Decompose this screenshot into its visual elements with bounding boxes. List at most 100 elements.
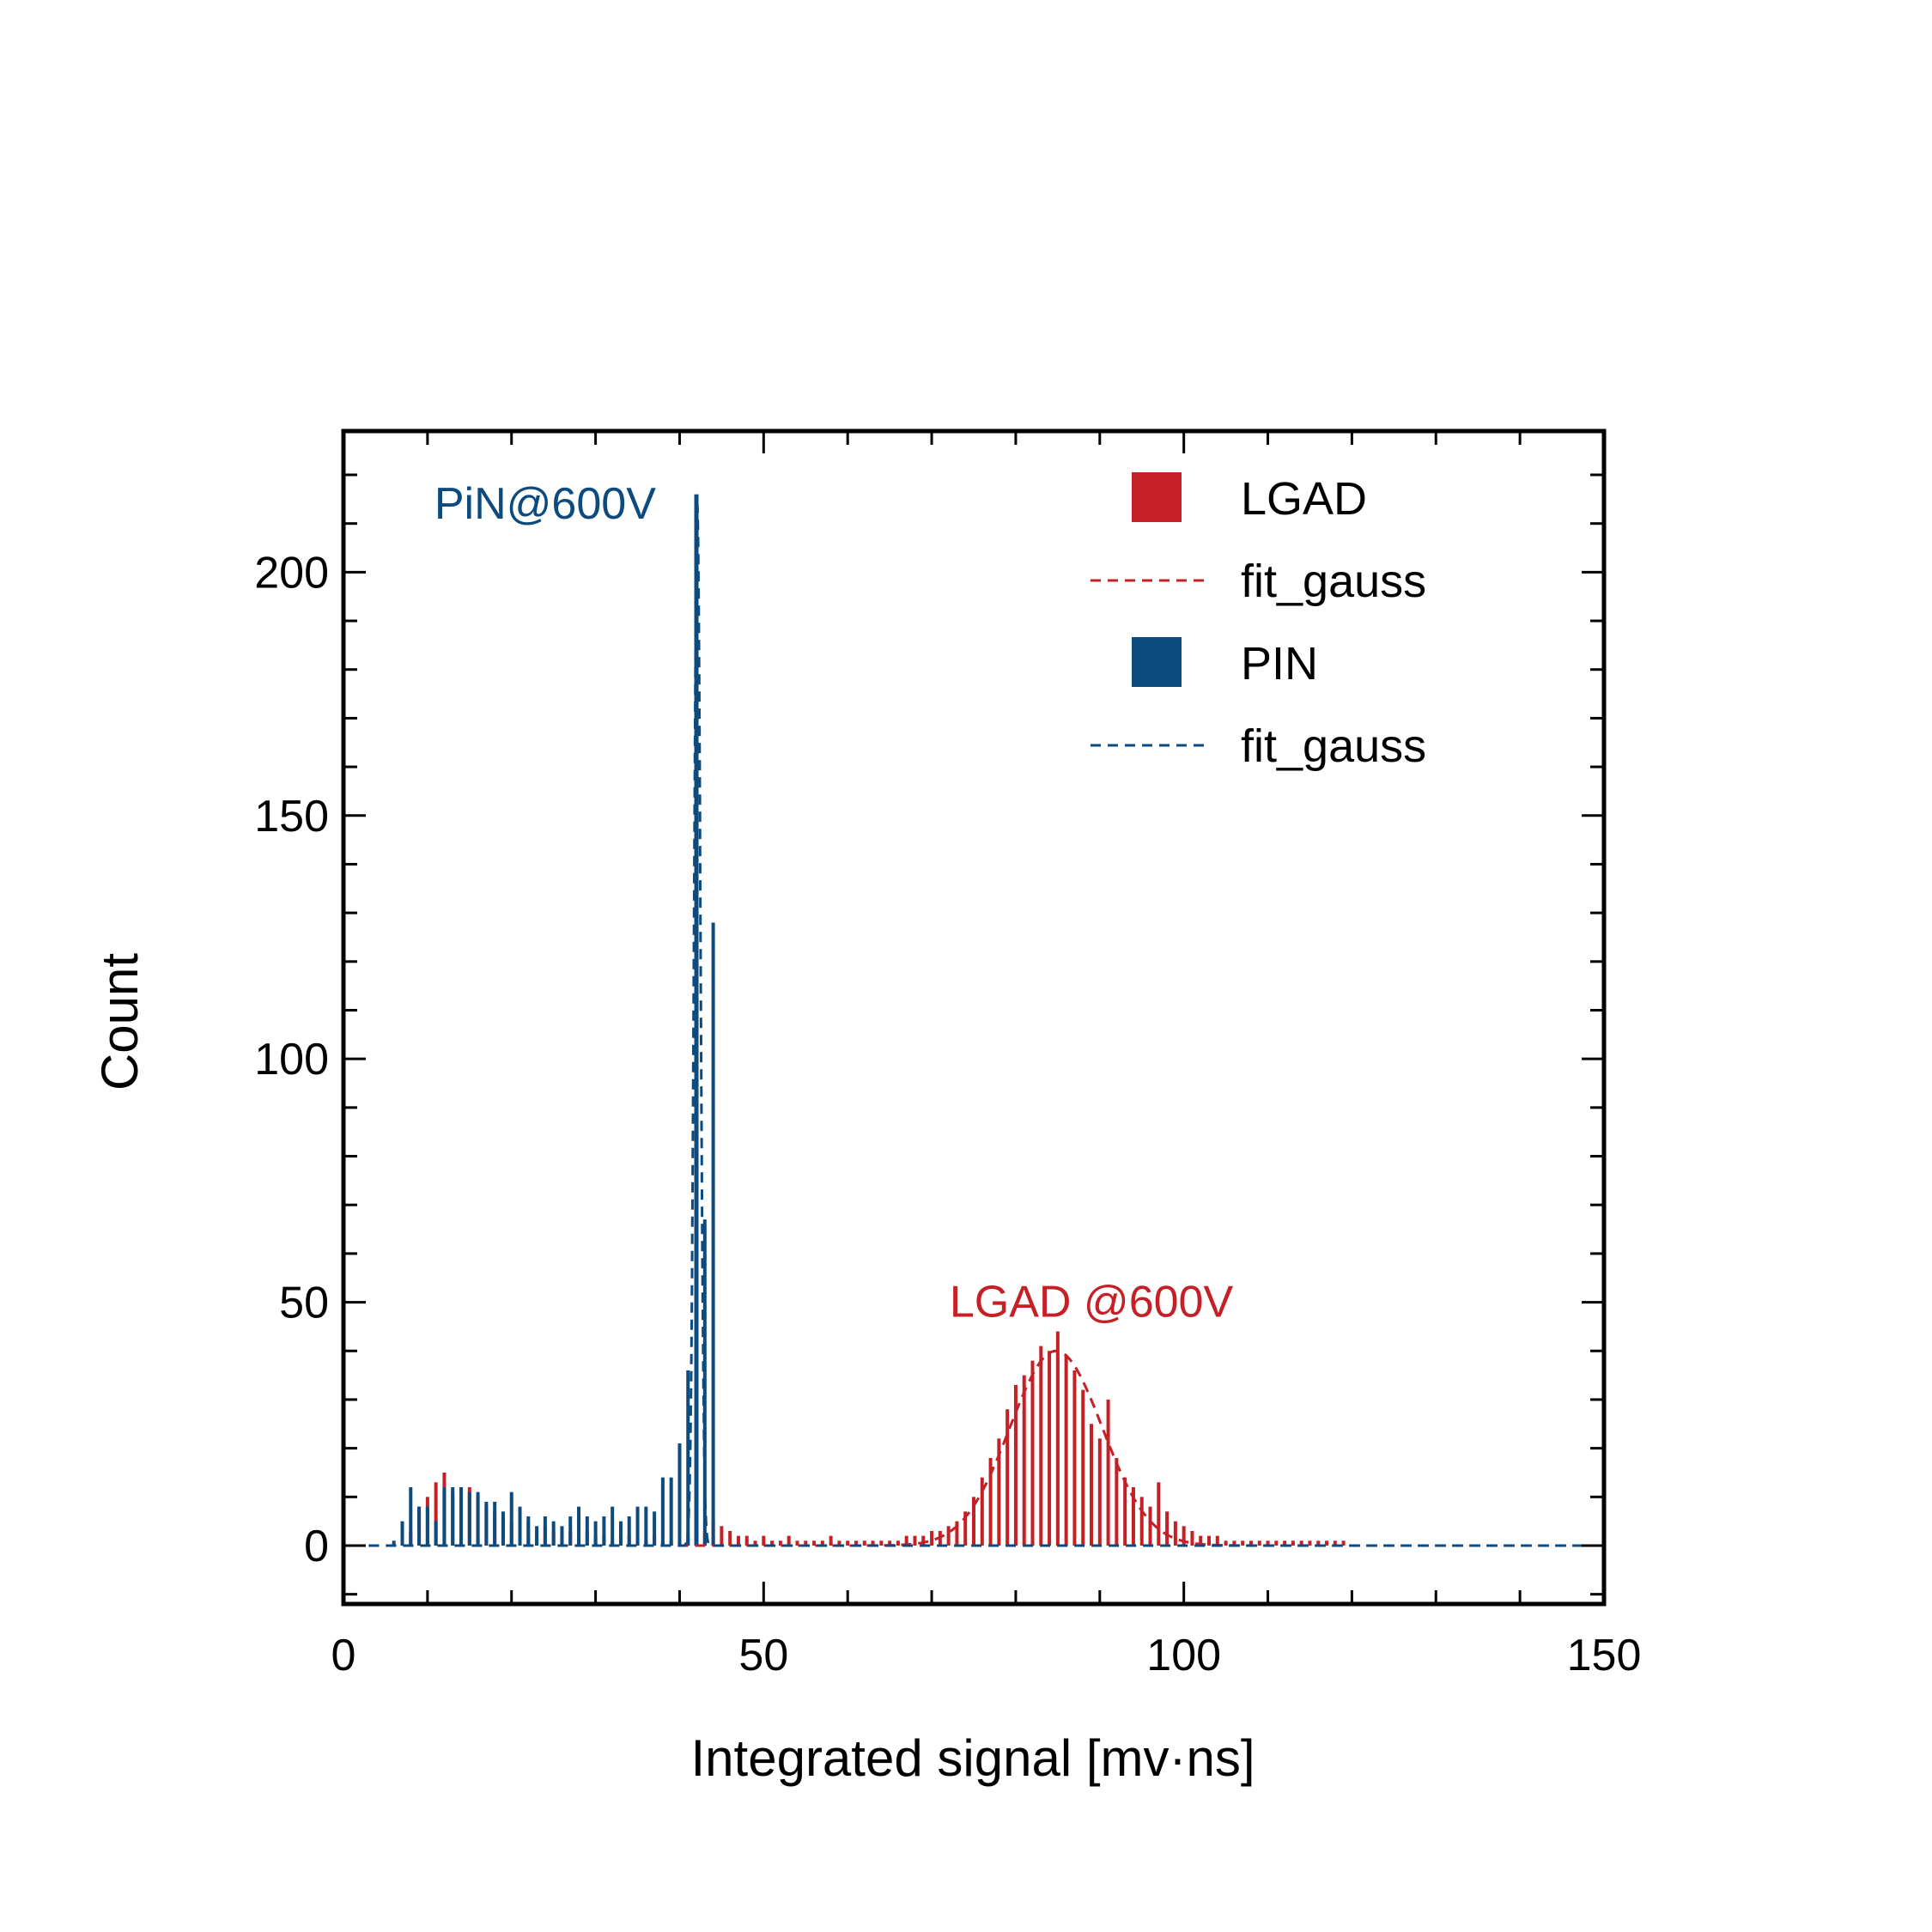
lgad-bar [1165, 1511, 1170, 1546]
lgad-bar [753, 1540, 757, 1546]
pin-bar [509, 1492, 513, 1546]
plot-frame [341, 428, 1607, 1607]
lgad-bar [1022, 1375, 1026, 1546]
lgad-bar [1249, 1540, 1253, 1546]
lgad-bar [1316, 1540, 1321, 1546]
lgad-bar [1055, 1331, 1060, 1546]
lgad-bar [1039, 1346, 1043, 1546]
lgad-bar [1013, 1384, 1018, 1546]
x-tick-label: 150 [1567, 1631, 1642, 1680]
pin-bar [711, 922, 715, 1546]
lgad-bar [1005, 1409, 1010, 1546]
lgad-bar [1115, 1457, 1119, 1546]
pin-bar [451, 1486, 455, 1546]
lgad-bar [1123, 1477, 1127, 1546]
lgad-bar [1097, 1438, 1102, 1546]
lgad-bar [1241, 1540, 1245, 1546]
pin-bar [611, 1506, 615, 1546]
pin-bar [400, 1521, 404, 1546]
lgad-bar [854, 1540, 858, 1546]
y-tick-label: 200 [254, 548, 329, 598]
pin-bar [577, 1506, 581, 1546]
pin-bar [484, 1501, 489, 1546]
lgad-bar [434, 1482, 438, 1546]
legend-label: fit_gauss [1241, 556, 1426, 607]
lgad-bar [829, 1535, 833, 1546]
lgad-bar [930, 1530, 934, 1546]
lgad-bar [1030, 1360, 1035, 1546]
lgad-bar [955, 1521, 959, 1546]
lgad-bar [1199, 1535, 1203, 1546]
lgad-bar [812, 1540, 817, 1546]
pin-annotation: PiN@600V [434, 479, 656, 529]
pin-bar [677, 1443, 682, 1546]
pin-bar [501, 1511, 505, 1546]
pin-bar [585, 1516, 589, 1546]
legend-label: PIN [1241, 638, 1318, 690]
lgad-bar [770, 1540, 775, 1546]
pin-bar [493, 1501, 497, 1546]
pin-legend-swatch [1132, 637, 1182, 687]
lgad-bar [1207, 1535, 1212, 1546]
plot-area: PiN@600V LGAD @600V [368, 479, 1588, 1547]
pin-bar [551, 1521, 556, 1546]
lgad-bar [1291, 1540, 1295, 1546]
legend: LGAD fit_gauss PIN fit_gauss [1091, 472, 1426, 772]
lgad-bar [1182, 1526, 1186, 1546]
lgad-bar [762, 1535, 766, 1546]
lgad-bar [728, 1530, 732, 1546]
y-tick-label: 50 [279, 1279, 329, 1328]
lgad-bar [913, 1535, 917, 1546]
lgad-bar [1081, 1389, 1085, 1546]
lgad-bar [904, 1535, 908, 1546]
lgad-bar [720, 1526, 724, 1546]
pin-bar [417, 1506, 422, 1546]
pin-bar [442, 1486, 447, 1546]
lgad-bar [736, 1535, 740, 1546]
lgad-bar [921, 1535, 926, 1546]
lgad-bar [1224, 1540, 1228, 1546]
lgad-bar [1274, 1540, 1279, 1546]
legend-label: fit_gauss [1241, 720, 1426, 772]
lgad-bar [1157, 1482, 1161, 1546]
x-tick-label: 50 [738, 1631, 788, 1680]
pin-bar [653, 1511, 657, 1546]
pin-bar [535, 1526, 539, 1546]
pin-bar [635, 1506, 640, 1546]
pin-bar [593, 1521, 598, 1546]
lgad-fit-curve [368, 1349, 1588, 1547]
lgad-bar [795, 1540, 799, 1546]
y-axis-label: Count [91, 953, 149, 1091]
pin-bar [467, 1492, 471, 1546]
lgad-bar [988, 1457, 993, 1546]
pin-bar [526, 1516, 531, 1546]
pin-bar [618, 1521, 623, 1546]
lgad-bar [1299, 1540, 1303, 1546]
pin-bar [669, 1477, 673, 1546]
pin-bar [560, 1526, 564, 1546]
lgad-bar [963, 1511, 968, 1546]
pin-bar [459, 1486, 464, 1546]
lgad-bar [1341, 1540, 1346, 1546]
lgad-bar [1308, 1540, 1312, 1546]
pin-peak-bar [694, 494, 699, 1546]
lgad-legend-swatch [1132, 472, 1182, 522]
x-tick-label: 0 [331, 1631, 356, 1680]
lgad-bar [1257, 1540, 1261, 1546]
lgad-bar [946, 1526, 951, 1546]
lgad-bar [837, 1540, 841, 1546]
lgad-bar [1072, 1370, 1077, 1546]
lgad-bar [1048, 1351, 1052, 1546]
lgad-bar [862, 1540, 866, 1546]
lgad-bar [1232, 1540, 1236, 1546]
x-axis-label: Integrated signal [mv·ns] [691, 1729, 1255, 1787]
legend-label: LGAD [1241, 473, 1367, 525]
lgad-bar [888, 1540, 892, 1546]
pin-bar [660, 1477, 665, 1546]
lgad-bar [980, 1477, 984, 1546]
lgad-bar [787, 1535, 791, 1546]
lgad-bar [997, 1438, 1001, 1546]
lgad-bar [744, 1535, 749, 1546]
lgad-bar [1090, 1424, 1094, 1546]
